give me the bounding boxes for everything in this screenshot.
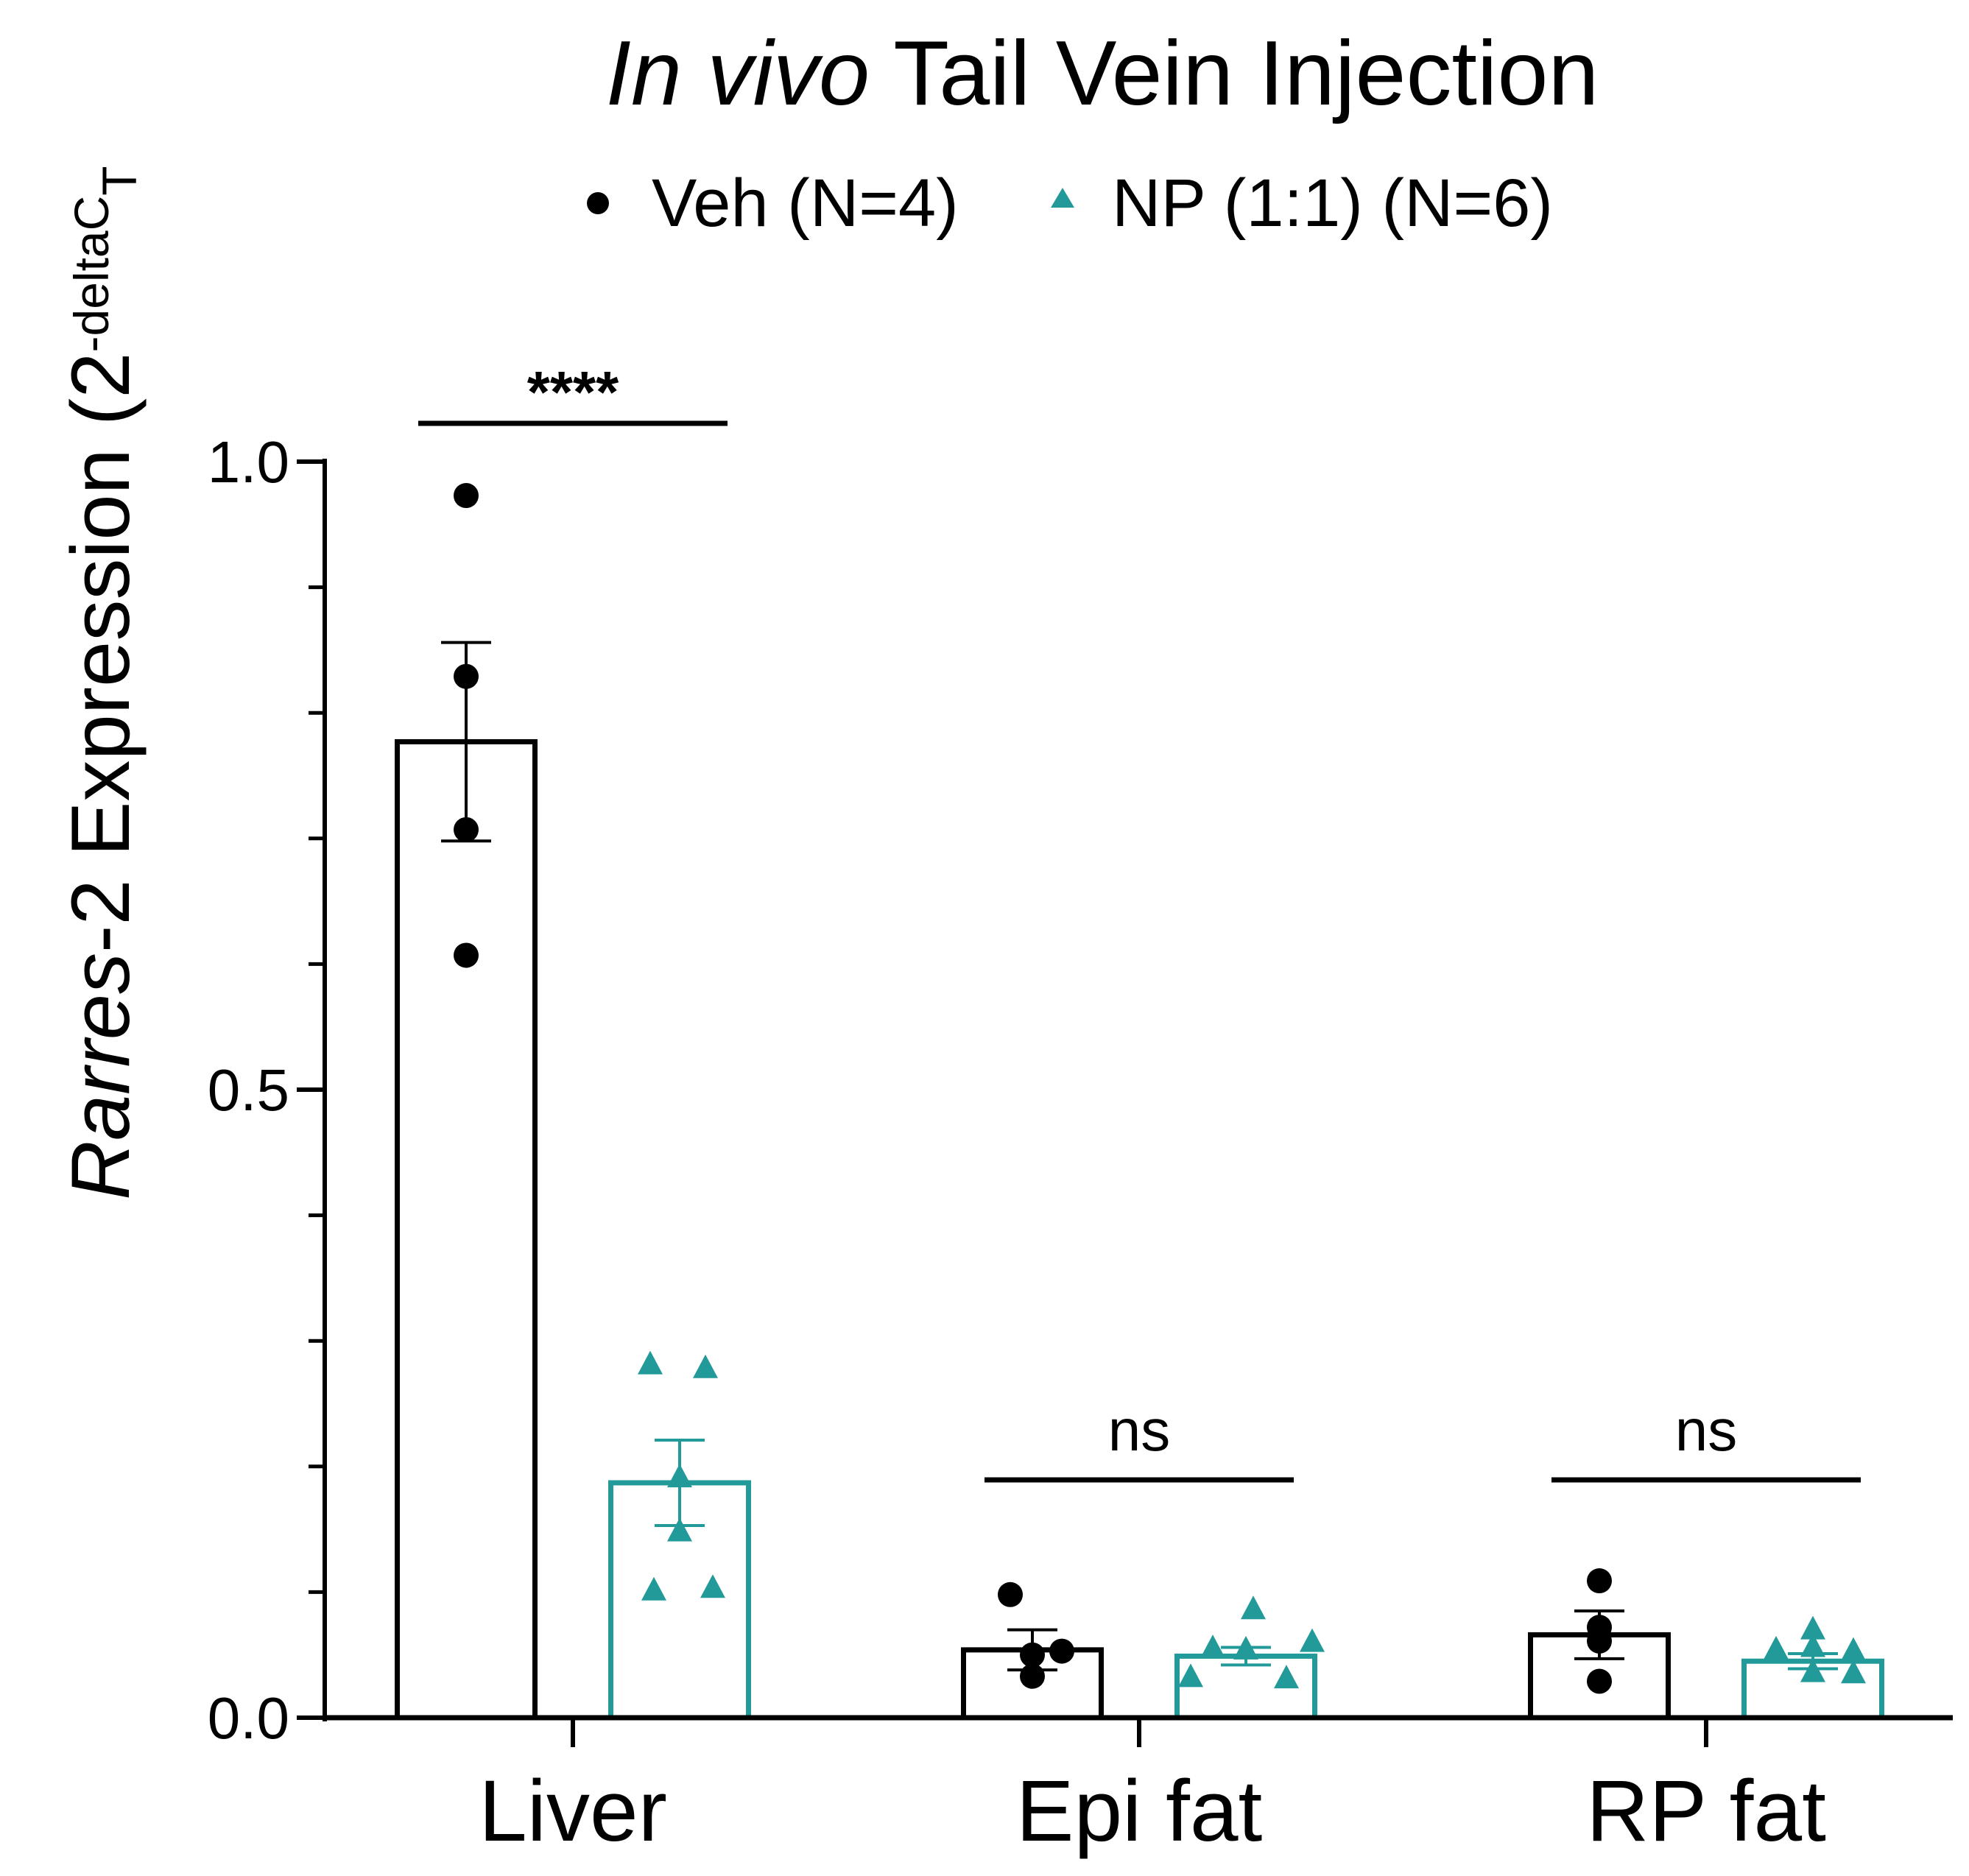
y-tick-label: 1.0	[208, 429, 289, 495]
data-point	[1800, 1633, 1825, 1657]
y-tick-label: 0.0	[208, 1685, 289, 1751]
data-point	[1020, 1663, 1045, 1689]
x-category-label: RP fat	[1586, 1763, 1826, 1860]
x-category-label: Liver	[479, 1763, 667, 1860]
x-category-label: Epi fat	[1016, 1763, 1263, 1860]
data-point	[1587, 1568, 1612, 1594]
data-point	[638, 1350, 663, 1375]
significance-label: ****	[527, 359, 619, 425]
data-point	[700, 1574, 725, 1598]
data-point	[454, 663, 479, 689]
data-point	[641, 1576, 666, 1601]
data-point	[454, 817, 479, 842]
data-point	[1020, 1642, 1045, 1668]
data-point	[1049, 1638, 1074, 1664]
data-point	[1233, 1635, 1258, 1660]
data-point	[1764, 1635, 1789, 1660]
data-point	[454, 483, 479, 509]
legend-np-label: NP (1:1) (N=6)	[1112, 166, 1553, 241]
data-point	[693, 1354, 718, 1378]
legend-veh-marker	[587, 192, 609, 214]
data-point	[667, 1517, 692, 1542]
chart-title: In vivo Tail Vein Injection	[606, 23, 1599, 124]
significance-label: ns	[1675, 1397, 1738, 1463]
data-point	[1274, 1665, 1299, 1689]
legend: Veh (N=4) NP (1:1) (N=6)	[587, 166, 1553, 241]
data-point	[1800, 1658, 1825, 1682]
data-point	[1178, 1663, 1203, 1688]
data-point	[1300, 1628, 1325, 1652]
legend-veh-label: Veh (N=4)	[652, 166, 959, 241]
data-point	[998, 1581, 1023, 1607]
plot-area: 0.0 0.5 1.0 **** Liver ns Epi fat ns RP fat	[208, 359, 1953, 1860]
data-point	[1587, 1668, 1612, 1694]
data-point	[1800, 1615, 1825, 1640]
significance-label: ns	[1108, 1397, 1171, 1463]
data-point	[1841, 1660, 1866, 1684]
data-point	[1587, 1628, 1612, 1654]
data-point	[454, 942, 479, 968]
y-axis-label: Rarres-2 Expression (2-deltaCT	[54, 166, 147, 1200]
data-point	[1241, 1595, 1266, 1620]
data-point	[1200, 1635, 1225, 1659]
bar-veh	[395, 738, 538, 1721]
data-point	[667, 1464, 692, 1488]
legend-np-marker	[1051, 188, 1074, 208]
y-tick-label: 0.5	[208, 1057, 289, 1123]
data-point	[1841, 1637, 1866, 1661]
